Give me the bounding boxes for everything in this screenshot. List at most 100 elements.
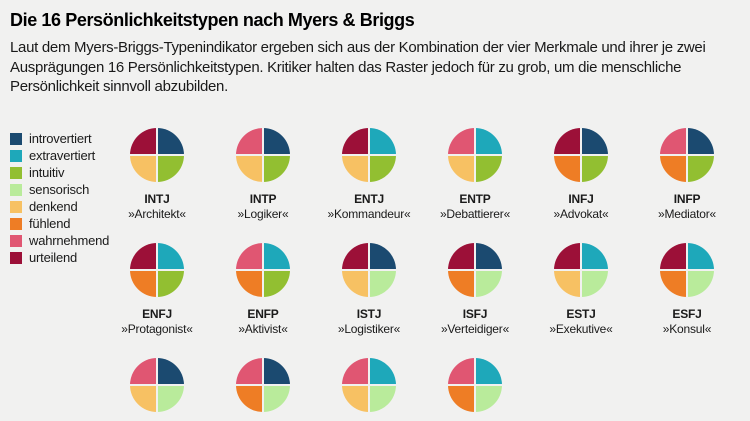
quadrant-divider-vertical	[262, 357, 264, 413]
pie-chart-ENTJ	[341, 127, 397, 183]
pie-chart-ENFP	[235, 242, 291, 298]
quadrant-divider-vertical	[580, 127, 582, 183]
legend-item-E: extravertiert	[10, 147, 109, 164]
quadrant-divider-vertical	[262, 242, 264, 298]
type-nickname-INTP: »Logiker«	[237, 207, 289, 221]
type-cell-INFP: INFP »Mediator«	[634, 127, 740, 243]
type-nickname-INFP: »Mediator«	[657, 207, 717, 221]
type-cell-ENFJ: ENFJ »Protagonist«	[104, 242, 210, 358]
type-cell-ISFJ: ISFJ »Verteidiger«	[422, 242, 528, 358]
type-nickname-ENFJ: »Protagonist«	[121, 322, 193, 336]
type-nickname-ESTJ: »Exekutive«	[549, 322, 613, 336]
type-code-INTP: INTP	[249, 192, 277, 206]
legend-item-T: denkend	[10, 198, 109, 215]
type-cell-ESTP: ESTP	[316, 357, 422, 421]
type-nickname-INFJ: »Advokat«	[553, 207, 609, 221]
quadrant-divider-vertical	[368, 127, 370, 183]
legend-item-N: intuitiv	[10, 164, 109, 181]
legend-item-F: fühlend	[10, 215, 109, 232]
pie-chart-INFJ	[553, 127, 609, 183]
pie-chart-INTJ	[129, 127, 185, 183]
type-cell-INFJ: INFJ »Advokat«	[528, 127, 634, 243]
legend-item-S: sensorisch	[10, 181, 109, 198]
type-nickname-ESFJ: »Konsul«	[662, 322, 712, 336]
legend-swatch-E	[10, 149, 22, 162]
type-row-1: INTJ »Architekt« INTP »Logiker« ENTJ »Kommand…	[104, 127, 744, 243]
quadrant-divider-vertical	[156, 242, 158, 298]
legend-swatch-P	[10, 234, 22, 247]
type-code-ENTP: ENTP	[459, 192, 491, 206]
pie-chart-ESFJ	[659, 242, 715, 298]
type-nickname-INTJ: »Architekt«	[128, 207, 186, 221]
type-code-ENTJ: ENTJ	[354, 192, 384, 206]
legend-label-T: denkend	[29, 199, 78, 214]
type-code-INFJ: INFJ	[568, 192, 594, 206]
pie-chart-ESFP	[447, 357, 503, 413]
type-code-ENFJ: ENFJ	[142, 307, 172, 321]
quadrant-divider-vertical	[156, 127, 158, 183]
legend-item-I: introvertiert	[10, 130, 109, 147]
type-code-INFP: INFP	[673, 192, 701, 206]
type-nickname-ISTJ: »Logistiker«	[337, 322, 401, 336]
legend-swatch-J	[10, 251, 22, 264]
legend-item-P: wahrnehmend	[10, 232, 109, 249]
legend-item-J: urteilend	[10, 249, 109, 266]
quadrant-divider-vertical	[686, 242, 688, 298]
header: Die 16 Persönlichkeitstypen nach Myers &…	[10, 8, 734, 97]
quadrant-divider-vertical	[686, 127, 688, 183]
type-code-ESTJ: ESTJ	[566, 307, 596, 321]
type-cell-ENTP: ENTP »Debattierer«	[422, 127, 528, 243]
pie-chart-INFP	[659, 127, 715, 183]
type-nickname-ISFJ: »Verteidiger«	[440, 322, 510, 336]
type-cell-INTP: INTP »Logiker«	[210, 127, 316, 243]
pie-chart-ISFJ	[447, 242, 503, 298]
type-code-INTJ: INTJ	[144, 192, 170, 206]
type-code-ENFP: ENFP	[247, 307, 279, 321]
type-code-ISFJ: ISFJ	[462, 307, 488, 321]
legend-label-P: wahrnehmend	[29, 233, 110, 248]
type-row-3: ISTPISFPESTPESFP	[104, 357, 744, 421]
legend-swatch-N	[10, 166, 22, 179]
type-code-ISTJ: ISTJ	[356, 307, 382, 321]
legend-label-N: intuitiv	[29, 165, 65, 180]
quadrant-divider-vertical	[474, 357, 476, 413]
pie-chart-ISTP	[129, 357, 185, 413]
intro-text: Laut dem Myers-Briggs-Typenindikator erg…	[10, 39, 706, 95]
type-cell-ENFP: ENFP »Aktivist«	[210, 242, 316, 358]
type-nickname-ENTP: »Debattierer«	[439, 207, 511, 221]
legend-label-S: sensorisch	[29, 182, 90, 197]
type-cell-INTJ: INTJ »Architekt«	[104, 127, 210, 243]
pie-chart-INTP	[235, 127, 291, 183]
quadrant-divider-vertical	[580, 242, 582, 298]
pie-chart-ESTJ	[553, 242, 609, 298]
quadrant-divider-vertical	[474, 127, 476, 183]
type-cell-ESFP: ESFP	[422, 357, 528, 421]
pie-chart-ISTJ	[341, 242, 397, 298]
legend-swatch-F	[10, 217, 22, 230]
type-cell-ESFJ: ESFJ »Konsul«	[634, 242, 740, 358]
pie-chart-ISFP	[235, 357, 291, 413]
type-code-ESFJ: ESFJ	[672, 307, 702, 321]
legend-label-E: extravertiert	[29, 148, 96, 163]
type-cell-ISTJ: ISTJ »Logistiker«	[316, 242, 422, 358]
legend-swatch-T	[10, 200, 22, 213]
quadrant-divider-vertical	[368, 242, 370, 298]
legend: introvertiert extravertiert intuitiv sensor…	[10, 130, 109, 266]
legend-label-F: fühlend	[29, 216, 71, 231]
type-cell-ESTJ: ESTJ »Exekutive«	[528, 242, 634, 358]
legend-label-I: introvertiert	[29, 131, 92, 146]
legend-swatch-I	[10, 132, 22, 145]
type-nickname-ENFP: »Aktivist«	[238, 322, 288, 336]
page-title: Die 16 Persönlichkeitstypen nach Myers &…	[10, 10, 415, 30]
pie-chart-ESTP	[341, 357, 397, 413]
pie-chart-ENTP	[447, 127, 503, 183]
type-cell-ISTP: ISTP	[104, 357, 210, 421]
legend-label-J: urteilend	[29, 250, 78, 265]
type-cell-ENTJ: ENTJ »Kommandeur«	[316, 127, 422, 243]
legend-swatch-S	[10, 183, 22, 196]
quadrant-divider-vertical	[474, 242, 476, 298]
pie-chart-ENFJ	[129, 242, 185, 298]
type-row-2: ENFJ »Protagonist« ENFP »Aktivist« ISTJ »Logi…	[104, 242, 744, 358]
quadrant-divider-vertical	[156, 357, 158, 413]
